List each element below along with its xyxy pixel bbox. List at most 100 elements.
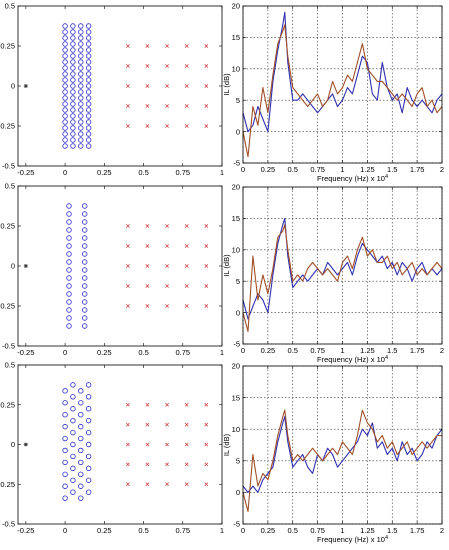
plot-area bbox=[18, 365, 222, 524]
point-circle bbox=[85, 41, 92, 47]
point-cross bbox=[145, 244, 150, 248]
point-cross bbox=[145, 104, 150, 108]
point-circle bbox=[66, 219, 72, 225]
point-cross bbox=[204, 264, 209, 268]
point-circle bbox=[78, 131, 84, 137]
point-circle bbox=[70, 143, 76, 149]
point-cross bbox=[204, 84, 209, 88]
point-circle bbox=[70, 89, 76, 95]
point-cross bbox=[125, 442, 130, 447]
point-circle bbox=[78, 143, 84, 149]
point-cross bbox=[145, 124, 150, 128]
point-cross bbox=[145, 84, 150, 88]
x-tick-label: 1.5 bbox=[387, 346, 397, 355]
point-cross bbox=[184, 442, 189, 447]
point-cross bbox=[145, 224, 150, 228]
point-cross bbox=[184, 422, 189, 427]
point-circle bbox=[62, 131, 68, 137]
point-circle bbox=[85, 417, 92, 424]
y-tick-label: 0.5 bbox=[5, 2, 15, 11]
point-circle bbox=[78, 459, 84, 466]
y-tick-label: 0.5 bbox=[5, 182, 15, 191]
y-tick-label: -5 bbox=[233, 340, 240, 349]
point-circle bbox=[85, 489, 92, 495]
y-tick-label: -0.25 bbox=[0, 122, 15, 131]
y-axis-label: IL (dB) bbox=[222, 254, 231, 277]
point-circle bbox=[70, 382, 76, 388]
point-circle bbox=[70, 125, 76, 131]
point-circle bbox=[81, 211, 88, 217]
point-circle bbox=[81, 259, 88, 265]
point-circle bbox=[66, 211, 72, 217]
point-circle bbox=[85, 441, 92, 448]
point-cross bbox=[165, 402, 169, 407]
point-circle bbox=[81, 299, 88, 305]
point-circle bbox=[62, 47, 68, 53]
point-circle bbox=[78, 101, 84, 107]
x-tick-label: 0 bbox=[63, 168, 67, 177]
point-circle bbox=[66, 323, 72, 329]
point-cross bbox=[125, 64, 130, 68]
point-circle bbox=[85, 59, 92, 65]
point-circle bbox=[70, 394, 76, 400]
point-circle bbox=[78, 89, 84, 95]
point-circle bbox=[66, 275, 72, 281]
y-tick-label: -0.25 bbox=[0, 480, 15, 489]
point-cross bbox=[145, 284, 150, 288]
point-circle bbox=[78, 95, 84, 101]
y-axis-label: IL (dB) bbox=[222, 433, 231, 456]
y-tick-label: 0.25 bbox=[0, 400, 15, 409]
point-cross bbox=[184, 84, 189, 88]
point-cross bbox=[165, 304, 169, 308]
point-circle bbox=[70, 101, 76, 107]
point-cross bbox=[145, 402, 150, 407]
point-circle bbox=[85, 29, 92, 35]
point-cross bbox=[165, 244, 169, 248]
point-cross bbox=[125, 264, 130, 268]
point-circle bbox=[78, 77, 84, 83]
point-cross bbox=[184, 224, 189, 228]
point-circle bbox=[70, 83, 76, 89]
y-tick-label: 0 bbox=[11, 262, 15, 271]
point-cross bbox=[165, 264, 169, 268]
point-cross bbox=[125, 284, 130, 288]
point-circle bbox=[78, 388, 84, 394]
point-circle bbox=[85, 71, 92, 77]
point-circle bbox=[66, 315, 72, 321]
x-tick-label: 1 bbox=[340, 165, 344, 174]
point-circle bbox=[66, 299, 72, 305]
x-tick-label: 1.25 bbox=[360, 346, 375, 355]
point-circle bbox=[81, 243, 88, 249]
point-circle bbox=[70, 441, 76, 448]
x-tick-label: -0.25 bbox=[17, 348, 34, 357]
point-cross bbox=[204, 284, 209, 288]
y-tick-label: -5 bbox=[233, 159, 240, 168]
point-circle bbox=[62, 143, 68, 149]
point-cross bbox=[165, 224, 169, 228]
point-cross bbox=[125, 482, 130, 487]
x-tick-label: 0.75 bbox=[175, 526, 190, 535]
series-line-1 bbox=[242, 409, 442, 512]
point-circle bbox=[70, 77, 76, 83]
x-tick-label: 0.25 bbox=[97, 168, 112, 177]
point-circle bbox=[62, 400, 68, 406]
x-tick-label: -0.25 bbox=[17, 168, 34, 177]
x-tick-label: 0 bbox=[63, 526, 67, 535]
series-line-0 bbox=[242, 416, 443, 493]
point-circle bbox=[85, 119, 92, 125]
point-circle bbox=[62, 95, 68, 101]
point-circle bbox=[66, 227, 72, 233]
point-cross bbox=[204, 124, 209, 128]
y-tick-label: 15 bbox=[232, 214, 240, 223]
y-tick-label: 0 bbox=[236, 488, 240, 497]
x-tick-label: 0.75 bbox=[310, 165, 325, 174]
x-tick-label: 0.75 bbox=[175, 168, 190, 177]
y-tick-label: 15 bbox=[232, 33, 240, 42]
point-cross bbox=[165, 482, 169, 487]
point-circle bbox=[85, 477, 92, 483]
point-cross bbox=[165, 64, 169, 68]
point-cross bbox=[125, 422, 130, 427]
